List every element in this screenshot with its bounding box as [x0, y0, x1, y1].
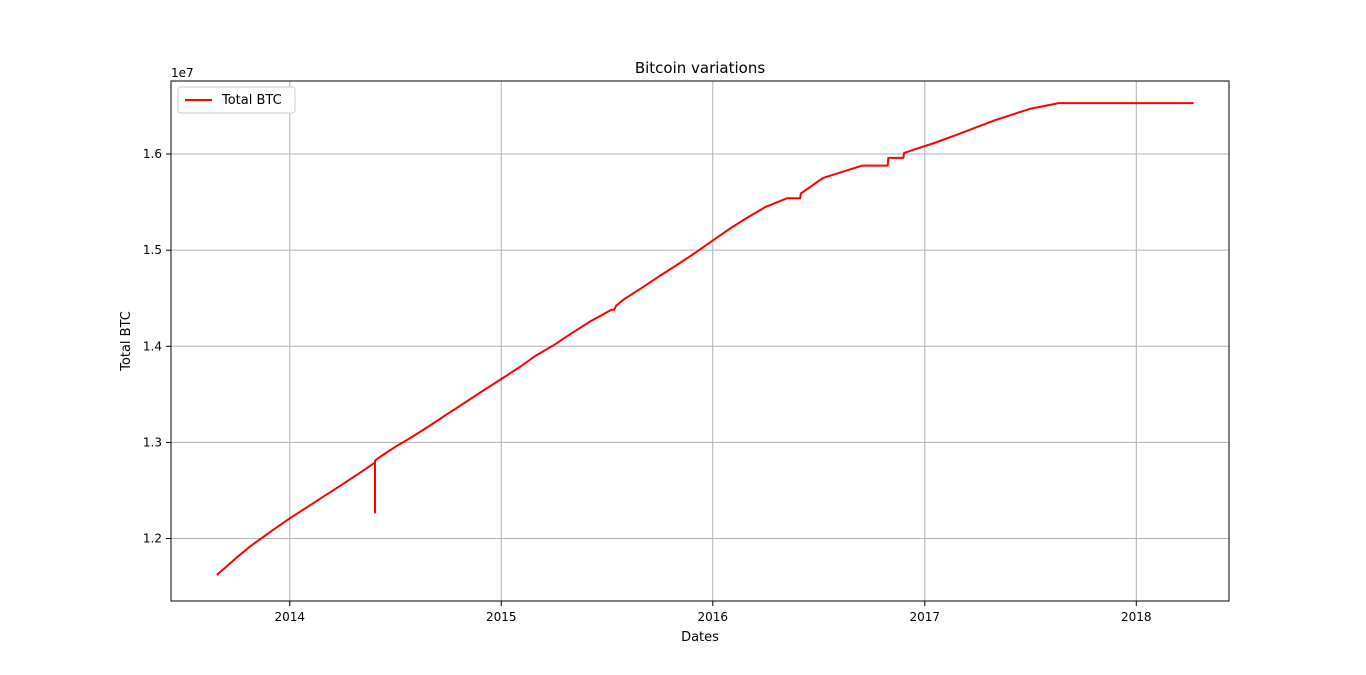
y-axis-label: Total BTC	[119, 311, 134, 372]
plot-background	[171, 81, 1229, 601]
x-tick-label: 2016	[697, 610, 728, 624]
y-axis-offset-label: 1e7	[171, 66, 194, 80]
x-axis-label: Dates	[681, 630, 719, 645]
y-tick-label: 1.5	[143, 243, 162, 257]
x-tick-label: 2017	[910, 610, 941, 624]
legend-frame	[177, 86, 296, 114]
y-tick-label: 1.4	[143, 339, 162, 353]
x-tick-label: 2014	[275, 610, 306, 624]
x-axis-ticks: 2014 2015 2016 2017 2018	[275, 601, 1152, 624]
plot-frame	[170, 80, 1230, 602]
y-tick-label: 1.6	[143, 147, 162, 161]
legend-label: Total BTC	[221, 93, 282, 108]
legend: Total BTC	[177, 86, 296, 114]
x-tick-label: 2018	[1121, 610, 1152, 624]
y-tick-label: 1.2	[143, 532, 162, 546]
y-axis-ticks: 1.2 1.3 1.4 1.5 1.6	[143, 147, 171, 546]
y-tick-label: 1.3	[143, 435, 162, 449]
chart-title: Bitcoin variations	[635, 59, 766, 77]
x-tick-label: 2015	[486, 610, 517, 624]
series-layer	[216, 102, 1194, 576]
series-line-total-btc	[216, 102, 1194, 576]
